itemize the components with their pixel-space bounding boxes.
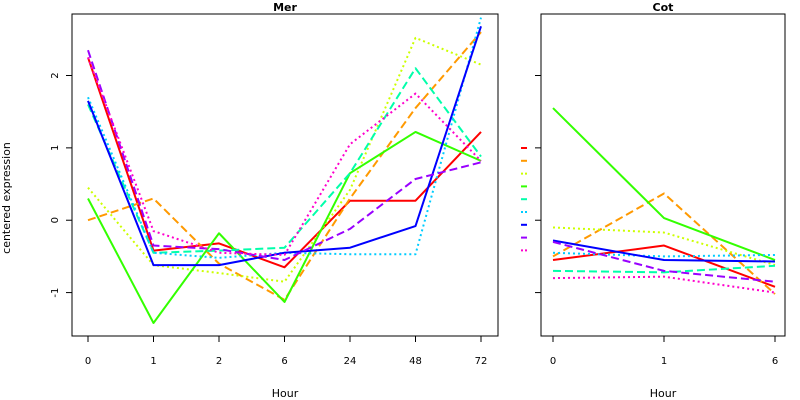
series-line-6 xyxy=(552,251,776,258)
series-line-4 xyxy=(552,107,776,261)
x-tick-label: 0 xyxy=(85,356,91,367)
series-group-mer xyxy=(87,17,482,324)
x-tick-label: 6 xyxy=(281,356,287,367)
series-group-cot xyxy=(552,107,776,295)
panel-mer: Mer 0 1 2 6 24 48 72 -1 0 1 2 Hour xyxy=(50,1,499,400)
plot-frame-cot xyxy=(540,13,786,337)
series-line-7 xyxy=(552,239,776,263)
series-line-9 xyxy=(552,275,776,294)
series-line-2 xyxy=(552,192,776,295)
series-line-1 xyxy=(552,244,776,288)
axis-ticks-mer: 0 1 2 6 24 48 72 -1 0 1 2 xyxy=(50,72,487,367)
series-line-5 xyxy=(87,67,482,254)
panel-title-cot: Cot xyxy=(653,1,674,14)
x-tick-label: 0 xyxy=(550,356,556,367)
series-line-5 xyxy=(552,264,776,274)
panel-title-mer: Mer xyxy=(273,1,297,14)
series-line-9 xyxy=(87,57,482,256)
panel-cot: Cot 0 1 6 Hour xyxy=(535,1,786,400)
x-tick-label: 1 xyxy=(150,356,156,367)
y-axis-title: centered expression xyxy=(0,142,13,254)
x-axis-title-cot: Hour xyxy=(650,387,677,400)
y-tick-label: 1 xyxy=(50,145,61,151)
axis-ticks-cot: 0 1 6 xyxy=(535,75,778,367)
y-tick-label: 0 xyxy=(50,217,61,223)
x-tick-label: 72 xyxy=(475,356,488,367)
y-tick-label: 2 xyxy=(50,72,61,78)
x-tick-label: 2 xyxy=(216,356,222,367)
x-tick-label: 48 xyxy=(409,356,422,367)
x-tick-label: 1 xyxy=(661,356,667,367)
series-line-4 xyxy=(87,130,482,324)
x-axis-title-mer: Hour xyxy=(272,387,299,400)
series-line-8 xyxy=(87,49,482,262)
series-line-8 xyxy=(552,240,776,283)
x-tick-label: 6 xyxy=(772,356,778,367)
series-line-3 xyxy=(87,36,482,283)
series-line-3 xyxy=(552,226,776,267)
series-line-6 xyxy=(87,17,482,259)
color-key xyxy=(521,147,527,252)
series-line-2 xyxy=(87,31,482,301)
series-line-7 xyxy=(87,25,482,267)
y-tick-label: -1 xyxy=(50,288,61,298)
x-tick-label: 24 xyxy=(344,356,357,367)
